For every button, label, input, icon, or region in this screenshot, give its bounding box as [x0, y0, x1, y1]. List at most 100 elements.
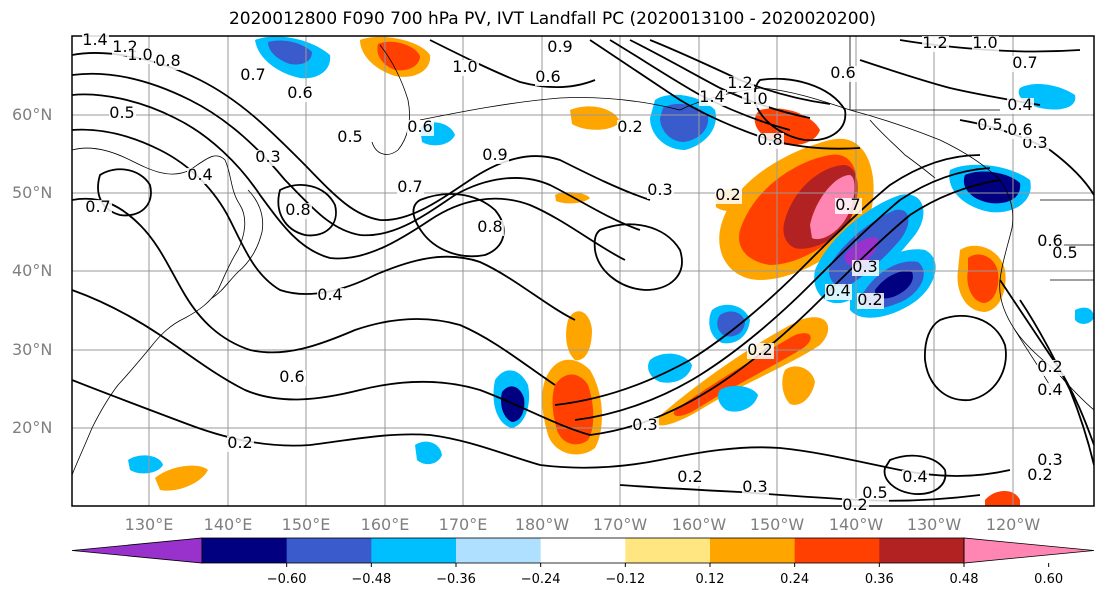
- contour-label-bg: [852, 260, 879, 276]
- colorbar-segment: [794, 538, 880, 563]
- lon-label: 130°W: [906, 515, 962, 534]
- contour-label-bg: [715, 188, 742, 204]
- contour-label-bg: [632, 418, 659, 434]
- lon-label: 150°W: [749, 515, 805, 534]
- negative-anomaly-small-6: [1075, 307, 1094, 324]
- coastline-aleutians: [419, 97, 681, 121]
- colorbar-tick-label: −0.36: [436, 572, 476, 587]
- pv-contour-17: [429, 39, 596, 88]
- colorbar-segment: [202, 538, 288, 563]
- contour-label-bg: [1037, 383, 1064, 399]
- contour-label: 0.8: [155, 51, 180, 70]
- grid-lines: [72, 36, 1094, 506]
- contour-label: 0.2: [1027, 465, 1052, 484]
- lon-label: 140°W: [828, 515, 884, 534]
- contour-label-bg: [1022, 136, 1049, 152]
- lon-label: 170°W: [592, 515, 648, 534]
- positive-anomaly-central-pacific-core: [552, 374, 594, 445]
- contour-label-bg: [1037, 360, 1064, 376]
- contour-label: 0.2: [677, 467, 702, 486]
- negative-anomaly-small-5: [718, 385, 758, 412]
- pv-contour-13: [589, 39, 861, 150]
- positive-anomaly-small-3: [985, 491, 1020, 506]
- negative-anomaly-small-4: [415, 441, 442, 465]
- contour-label: 0.2: [715, 185, 740, 204]
- contour-label-bg: [1007, 98, 1034, 114]
- map-title: 2020012800 F090 700 hPa PV, IVT Landfall…: [228, 9, 876, 29]
- positive-anomaly-gulf-alaska-pink: [810, 175, 855, 240]
- contour-label-bg: [922, 36, 949, 52]
- contour-labels: 1.4 1.21.0 0.80.70.50.60.30.40.71.00.60.50…: [82, 30, 1079, 514]
- contour-label: 0.8: [285, 200, 310, 219]
- colorbar-segment: [286, 538, 372, 563]
- contour-label: 0.4: [825, 281, 850, 300]
- lat-label: 30°N: [12, 340, 53, 359]
- colorbar-tick-label: 0.12: [695, 572, 725, 587]
- negative-anomaly-small-3: [128, 455, 163, 474]
- contour-label: 0.6: [279, 367, 304, 386]
- pv-contour-9: [574, 167, 991, 421]
- contour-label: 1.0: [127, 45, 152, 64]
- pv-contour-12: [619, 484, 981, 502]
- negative-anomaly-southeast-navy: [874, 270, 913, 299]
- contour-label: 0.9: [547, 37, 572, 56]
- colorbar-tick-label: −0.24: [520, 572, 561, 587]
- contour-label: 0.4: [902, 467, 927, 486]
- contour-label: 0.6: [1037, 231, 1062, 250]
- contour-label-bg: [82, 33, 109, 49]
- contour-label: 0.2: [857, 290, 882, 309]
- coastline-canada-islands: [869, 119, 936, 179]
- contour-label-bg: [1007, 123, 1034, 139]
- contour-label-bg: [85, 200, 112, 216]
- contour-label: 1.4: [699, 87, 724, 106]
- pv-contour-1: [72, 52, 651, 221]
- lat-label: 50°N: [12, 183, 53, 202]
- pv-contour-6: [72, 289, 591, 436]
- contour-label-bg: [547, 40, 574, 56]
- contour-label-bg: [1052, 246, 1079, 262]
- contour-label-bg: [240, 68, 267, 84]
- contour-label-bg: [109, 106, 136, 122]
- shaded-regions: [128, 36, 1094, 506]
- positive-anomaly-subtropical-band-core: [673, 333, 811, 416]
- contour-label: 0.2: [747, 340, 772, 359]
- colorbar-segment: [879, 538, 965, 563]
- contour-label-bg: [155, 54, 182, 70]
- pv-contour-4: [72, 128, 576, 321]
- pv-contour-closed-1: [412, 193, 505, 258]
- contour-label: 0.8: [477, 217, 502, 236]
- positive-anomaly-west-coast-core: [967, 254, 999, 303]
- contour-label-bg: [617, 120, 644, 136]
- contour-label-bg: [972, 36, 999, 52]
- colorbar-segment: [456, 538, 542, 563]
- contour-label-bg: [285, 203, 312, 219]
- contour-label-bg: [902, 470, 929, 486]
- contour-label: 0.3: [632, 415, 657, 434]
- contour-label-bg: [835, 198, 862, 214]
- contour-label-bg: [842, 498, 869, 514]
- contour-label-bg: [535, 70, 562, 86]
- colorbar-segment: [710, 538, 796, 563]
- coastline-japan: [211, 189, 264, 299]
- contour-label-bg: [747, 343, 774, 359]
- pv-contours: [72, 39, 1094, 502]
- lon-label: 130°E: [124, 515, 174, 534]
- contour-label: 0.7: [397, 177, 422, 196]
- contour-label: 1.4: [82, 30, 107, 49]
- contour-label: 0.4: [317, 285, 342, 304]
- lon-label: 120°W: [985, 515, 1041, 534]
- contour-label: 0.7: [1012, 53, 1037, 72]
- colorbar-tick-label: −0.60: [266, 572, 307, 587]
- lon-label: 170°E: [438, 515, 488, 534]
- positive-anomaly-kamchatka-core: [377, 41, 420, 71]
- contour-label: 0.6: [535, 67, 560, 86]
- contour-label-bg: [279, 370, 306, 386]
- lon-label: 180°W: [514, 515, 570, 534]
- contour-label-bg: [757, 133, 784, 149]
- negative-anomaly-northwest-core: [268, 40, 312, 65]
- contour-label-bg: [317, 288, 344, 304]
- contour-label: 0.5: [862, 483, 887, 502]
- contour-label: 0.3: [647, 180, 672, 199]
- pv-contour-5: [72, 197, 556, 386]
